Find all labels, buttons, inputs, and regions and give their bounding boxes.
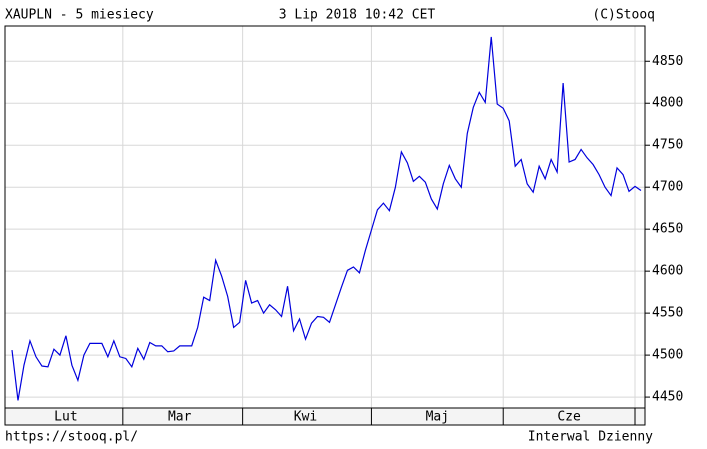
y-tick-label: 4750: [652, 138, 683, 153]
source: (C)Stooq: [592, 8, 655, 23]
x-tick-label: Maj: [426, 410, 449, 425]
interval: Interwal Dzienny: [528, 430, 653, 445]
y-tick-label: 4700: [652, 180, 683, 195]
y-tick-label: 4850: [652, 54, 683, 69]
chart-title: XAUPLN - 5 miesiecy: [5, 8, 154, 23]
chart-subtitle: 3 Lip 2018 10:42 CET: [279, 8, 436, 23]
x-tick-label: Kwi: [294, 410, 317, 425]
y-tick-label: 4550: [652, 306, 683, 321]
y-tick-label: 4500: [652, 348, 683, 363]
price-line: [11, 36, 642, 401]
y-tick-label: 4650: [652, 222, 683, 237]
y-tick-label: 4800: [652, 96, 683, 111]
x-tick-label: Cze: [557, 410, 581, 425]
y-tick-label: 4450: [652, 390, 683, 405]
month-band: [4, 407, 646, 426]
y-tick-label: 4600: [652, 264, 683, 279]
x-tick-label: Lut: [54, 410, 77, 425]
url: https://stooq.pl/: [5, 430, 138, 445]
plot-frame: [4, 25, 646, 409]
x-tick-label: Mar: [168, 410, 192, 425]
